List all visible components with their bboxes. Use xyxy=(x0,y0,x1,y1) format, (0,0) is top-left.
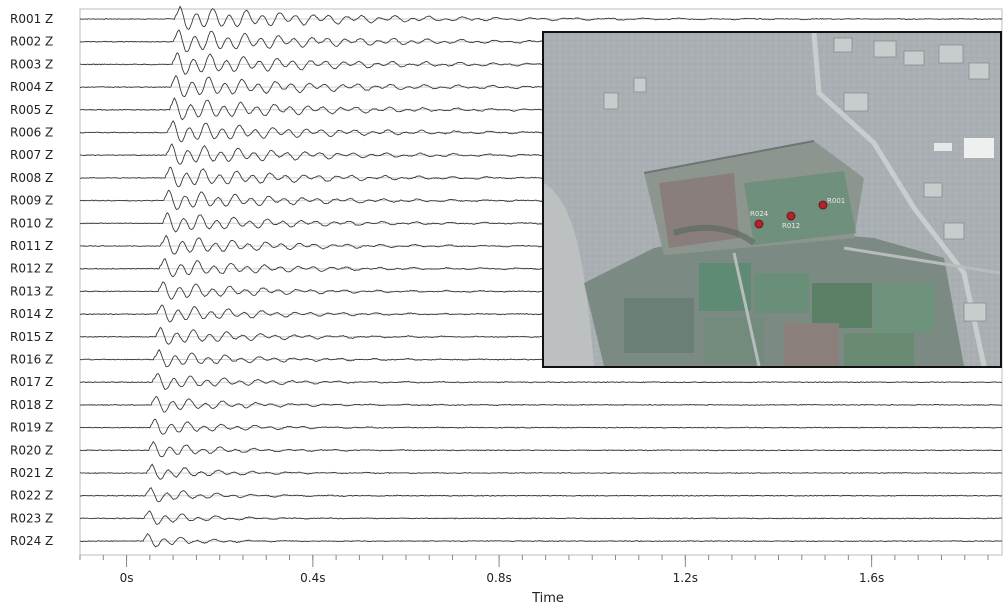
x-tick-label: 0s xyxy=(120,571,134,585)
marker-label: R001 xyxy=(827,197,845,205)
trace-label: R010 Z xyxy=(10,216,53,230)
marker-label: R012 xyxy=(782,222,800,230)
trace-label: R016 Z xyxy=(10,353,53,367)
x-axis-title: Time xyxy=(531,591,564,606)
x-tick-label: 0.8s xyxy=(486,571,511,585)
trace-label: R003 Z xyxy=(10,57,53,71)
trace-label: R020 Z xyxy=(10,443,53,457)
site-map-inset: R024 R012 R001 xyxy=(542,31,1002,368)
trace-label: R014 Z xyxy=(10,307,53,321)
trace-waveform xyxy=(79,440,1002,458)
trace-label: R008 Z xyxy=(10,171,53,185)
trace-waveform xyxy=(79,5,1003,30)
plot-frame xyxy=(79,8,1003,556)
x-axis: 0s 0.4s 0.8s 1.2s 1.6s xyxy=(79,555,989,585)
trace-label: R024 Z xyxy=(10,534,53,548)
trace-label: R022 Z xyxy=(10,489,53,503)
trace-label: R018 Z xyxy=(10,398,53,412)
trace-label: R019 Z xyxy=(10,421,53,435)
trace-label: R015 Z xyxy=(10,330,53,344)
marker-label: R024 xyxy=(750,210,769,218)
trace-waveform xyxy=(80,487,1003,503)
map-marker-r024: R024 xyxy=(750,210,769,229)
map-markers: R024 R012 R001 xyxy=(750,197,845,230)
trace-label: R002 Z xyxy=(10,35,53,49)
trace-label: R007 Z xyxy=(10,148,53,162)
map-marker-r001: R001 xyxy=(818,197,845,210)
trace-waveform xyxy=(79,510,1002,526)
x-tick-label: 1.2s xyxy=(673,571,698,585)
receiver-marker xyxy=(818,200,828,210)
trace-label: R004 Z xyxy=(10,80,53,94)
trace-waveform xyxy=(79,396,1003,413)
trace-label: R013 Z xyxy=(10,284,53,298)
trace-label: R006 Z xyxy=(10,126,53,140)
trace-label: R023 Z xyxy=(10,511,53,525)
trace-waveform xyxy=(79,463,1003,480)
trace-waveform xyxy=(79,373,1002,391)
receiver-marker xyxy=(754,219,764,229)
trace-label: R011 Z xyxy=(10,239,53,253)
trace-label: R009 Z xyxy=(10,194,53,208)
trace-waveform xyxy=(79,533,1003,548)
x-tick-label: 1.6s xyxy=(859,571,884,585)
satellite-map-image xyxy=(544,33,1000,366)
trace-waveform xyxy=(79,418,1003,435)
receiver-marker xyxy=(786,211,796,221)
trace-label: R001 Z xyxy=(10,12,53,26)
trace-label: R005 Z xyxy=(10,103,53,117)
trace-labels: R001 Z R002 Z R003 Z R004 Z R005 Z R006 Z R007… xyxy=(10,12,53,548)
trace-label: R012 Z xyxy=(10,262,53,276)
x-tick-label: 0.4s xyxy=(300,571,325,585)
trace-label: R021 Z xyxy=(10,466,53,480)
map-marker-r012: R012 xyxy=(782,211,800,230)
trace-label: R017 Z xyxy=(10,375,53,389)
